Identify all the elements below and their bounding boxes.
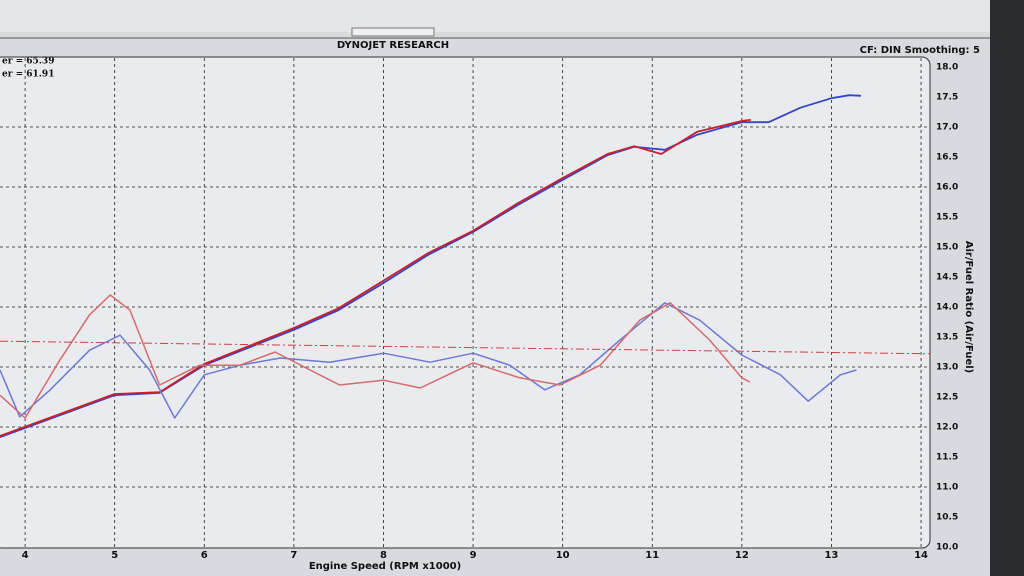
y-tick-label: 14.5	[936, 273, 958, 283]
x-tick-label: 14	[914, 550, 928, 561]
y-tick-label: 12.5	[936, 393, 958, 403]
chart-subtitle: CF: DIN Smoothing: 5	[860, 45, 980, 56]
x-tick-label: 11	[645, 550, 659, 561]
y-tick-label: 12.0	[936, 423, 958, 433]
x-tick-label: 6	[201, 550, 208, 561]
y-tick-label: 15.5	[936, 213, 958, 223]
y-axis-title: Air/Fuel Ratio (Air/Fuel)	[963, 241, 974, 373]
x-axis-title: Engine Speed (RPM x1000)	[309, 561, 461, 572]
x-tick-label: 10	[556, 550, 570, 561]
y-tick-label: 14.0	[936, 303, 958, 313]
line-series	[0, 94, 862, 439]
line-series	[0, 294, 751, 419]
y-tick-label: 17.0	[936, 123, 958, 133]
annotation: er = 61.91	[2, 70, 54, 80]
x-tick-label: 13	[824, 550, 838, 561]
line-series	[0, 118, 751, 437]
y-tick-label: 13.5	[936, 333, 958, 343]
y-tick-label: 10.5	[936, 513, 958, 523]
line-series	[0, 340, 931, 355]
y-tick-label: 16.5	[936, 153, 958, 163]
x-tick-label: 8	[380, 550, 387, 561]
x-tick-label: 5	[111, 550, 118, 561]
y-tick-label: 16.0	[936, 183, 958, 193]
y-tick-label: 13.0	[936, 363, 958, 373]
y-tick-label: 11.5	[936, 453, 958, 463]
y-tick-label: 18.0	[936, 63, 958, 73]
y-tick-label: 15.0	[936, 243, 958, 253]
x-tick-label: 4	[22, 550, 29, 561]
top-bar	[0, 0, 990, 32]
y-tick-label: 10.0	[936, 543, 958, 553]
line-series	[0, 302, 857, 419]
chart-title: DYNOJET RESEARCH	[337, 40, 449, 51]
x-tick-label: 7	[290, 550, 297, 561]
annotation: er = 65.39	[2, 57, 54, 67]
y-tick-label: 11.0	[936, 483, 958, 493]
x-tick-label: 12	[735, 550, 749, 561]
screen-bezel	[990, 0, 1024, 576]
y-tick-label: 17.5	[936, 93, 958, 103]
x-tick-label: 9	[470, 550, 477, 561]
plot-area	[0, 56, 931, 549]
scroll-handle	[351, 27, 435, 37]
